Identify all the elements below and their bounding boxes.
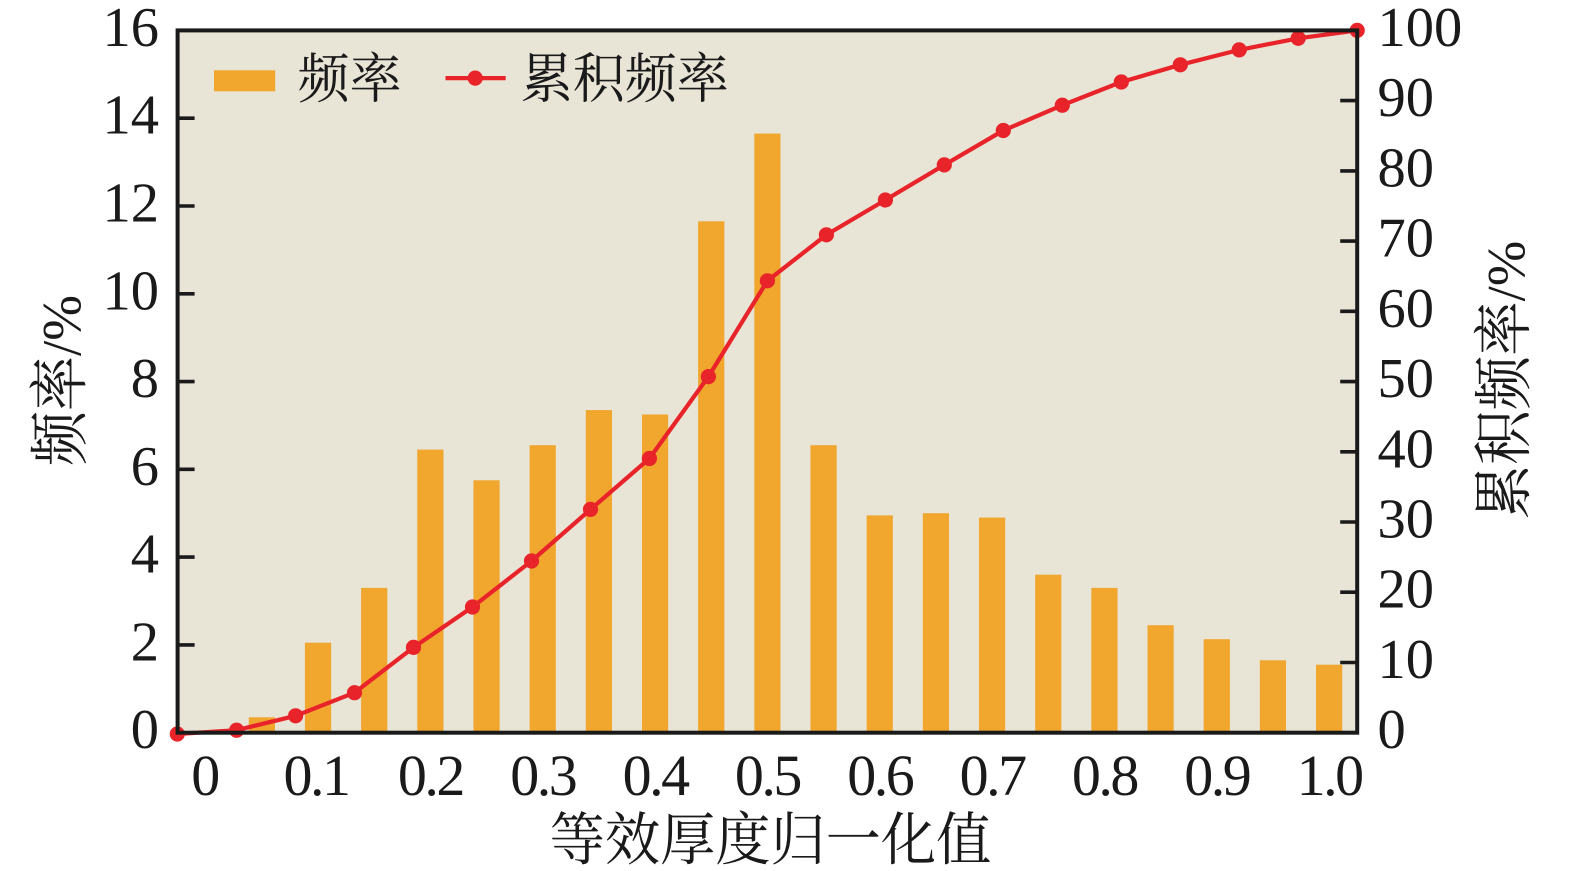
svg-text:8: 8 [131,348,159,410]
svg-text:40: 40 [1378,418,1435,480]
svg-text:10: 10 [1378,629,1435,691]
svg-text:0.7: 0.7 [960,743,1027,808]
svg-text:0.4: 0.4 [623,743,691,808]
svg-text:0.6: 0.6 [847,743,914,808]
svg-text:12: 12 [103,173,160,235]
svg-text:/%: /% [1476,241,1537,302]
svg-text:2: 2 [131,611,159,673]
svg-text:100: 100 [1378,0,1463,59]
svg-text:/%: /% [32,295,93,356]
svg-text:14: 14 [103,85,160,147]
svg-text:0: 0 [1378,699,1406,761]
svg-text:0: 0 [191,743,220,808]
svg-text:80: 80 [1378,137,1435,199]
svg-text:16: 16 [103,0,160,59]
svg-text:4: 4 [131,524,159,586]
svg-text:90: 90 [1378,67,1435,129]
svg-text:0.5: 0.5 [735,743,801,808]
svg-text:1.0: 1.0 [1297,743,1363,808]
svg-text:6: 6 [131,436,159,498]
svg-text:0.9: 0.9 [1184,743,1250,808]
svg-text:60: 60 [1378,278,1435,340]
svg-text:0.1: 0.1 [284,743,349,808]
svg-text:0.2: 0.2 [398,743,463,808]
svg-text:10: 10 [103,260,160,322]
svg-text:30: 30 [1378,489,1435,551]
svg-text:0: 0 [131,699,159,761]
svg-text:0.3: 0.3 [510,743,576,808]
svg-text:0.8: 0.8 [1072,743,1138,808]
svg-text:50: 50 [1378,348,1435,410]
svg-text:20: 20 [1378,559,1435,621]
svg-text:70: 70 [1378,208,1435,270]
